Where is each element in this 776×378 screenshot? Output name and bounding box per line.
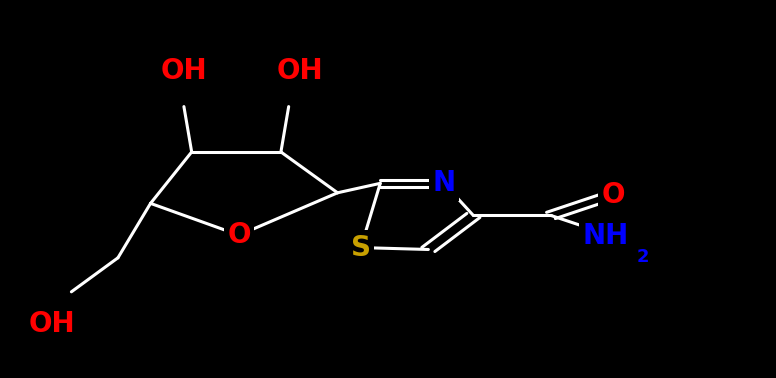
Text: OH: OH [161, 57, 207, 85]
Text: O: O [227, 221, 251, 249]
Text: OH: OH [277, 57, 324, 85]
Text: O: O [601, 181, 625, 209]
Text: NH: NH [582, 222, 629, 250]
Text: OH: OH [29, 310, 75, 338]
Text: S: S [351, 234, 371, 262]
Text: 2: 2 [636, 248, 649, 266]
Text: N: N [432, 169, 456, 197]
